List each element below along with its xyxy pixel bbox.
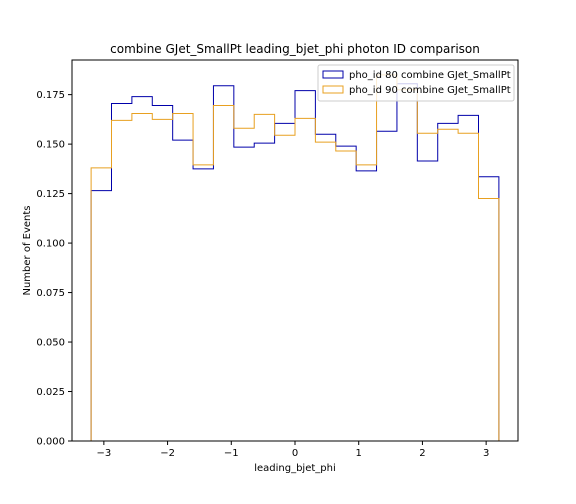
series-layer bbox=[90, 74, 500, 441]
legend-entry: pho_id 80 combine GJet_SmallPt bbox=[349, 70, 511, 81]
legend-swatch bbox=[322, 70, 344, 79]
y-tick-label: 0.050 bbox=[36, 338, 65, 349]
legend-box bbox=[317, 64, 515, 102]
y-tick-label: 0.000 bbox=[36, 437, 65, 448]
chart-title: combine GJet_SmallPt leading_bjet_phi ph… bbox=[110, 42, 480, 56]
y-tick-label: 0.025 bbox=[36, 387, 65, 398]
y-tick-label: 0.125 bbox=[36, 189, 65, 200]
x-tick-label: 3 bbox=[483, 448, 489, 459]
x-tick-label: −1 bbox=[224, 448, 239, 459]
y-tick-label: 0.150 bbox=[36, 140, 65, 151]
axes: −3 −2 −1 0 1 2 3 0.000 0.025 0.050 0.075 0.100 0.125… bbox=[22, 59, 519, 474]
y-tick-label: 0.075 bbox=[36, 288, 65, 299]
legend: pho_id 80 combine GJet_SmallPt pho_id 90 … bbox=[317, 64, 515, 102]
y-axis-label: Number of Events bbox=[22, 205, 33, 295]
y-tick-label: 0.100 bbox=[36, 239, 65, 250]
x-tick-label: −3 bbox=[96, 448, 111, 459]
legend-entry: pho_id 90 combine GJet_SmallPt bbox=[349, 85, 511, 96]
x-axis-label: leading_bjet_phi bbox=[254, 463, 336, 474]
x-tick-label: 2 bbox=[419, 448, 425, 459]
x-tick-label: −2 bbox=[160, 448, 175, 459]
x-tick-label: 0 bbox=[292, 448, 298, 459]
y-tick-label: 0.175 bbox=[36, 90, 65, 101]
series-line-1 bbox=[90, 83, 500, 441]
x-tick-label: 1 bbox=[356, 448, 362, 459]
series-line-2 bbox=[90, 74, 500, 441]
legend-swatch bbox=[322, 85, 344, 94]
